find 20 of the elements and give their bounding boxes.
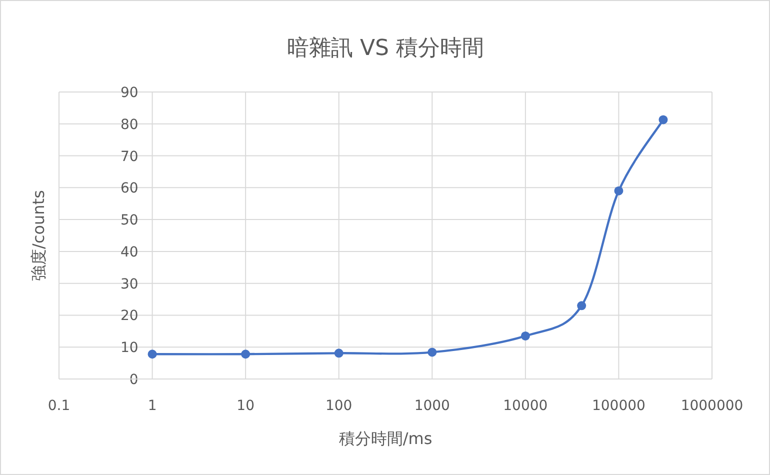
chart-title: 暗雜訊 VS 積分時間 — [286, 36, 484, 61]
y-tick-label: 50 — [120, 212, 138, 229]
y-tick-label: 80 — [120, 116, 138, 133]
x-tick-label: 1000000 — [680, 398, 744, 414]
x-tick-label: 100 — [325, 398, 352, 414]
x-tick-label: 0.1 — [48, 398, 70, 414]
x-tick-label: 10000 — [503, 398, 548, 414]
y-tick-label: 40 — [120, 244, 138, 260]
y-tick-label: 20 — [120, 308, 138, 324]
y-tick-label: 10 — [120, 340, 138, 356]
y-tick-label: 30 — [120, 276, 138, 292]
y-axis-title: 強度/counts — [29, 190, 48, 281]
x-tick-label: 100000 — [592, 398, 646, 414]
x-axis-title: 積分時間/ms — [338, 429, 432, 448]
x-tick-label: 1 — [148, 398, 157, 414]
x-tick-label: 1000 — [414, 398, 450, 414]
y-tick-label: 70 — [120, 148, 138, 165]
y-tick-label: 60 — [120, 180, 138, 197]
x-tick-label: 10 — [236, 398, 254, 414]
y-tick-label: 90 — [120, 85, 138, 101]
